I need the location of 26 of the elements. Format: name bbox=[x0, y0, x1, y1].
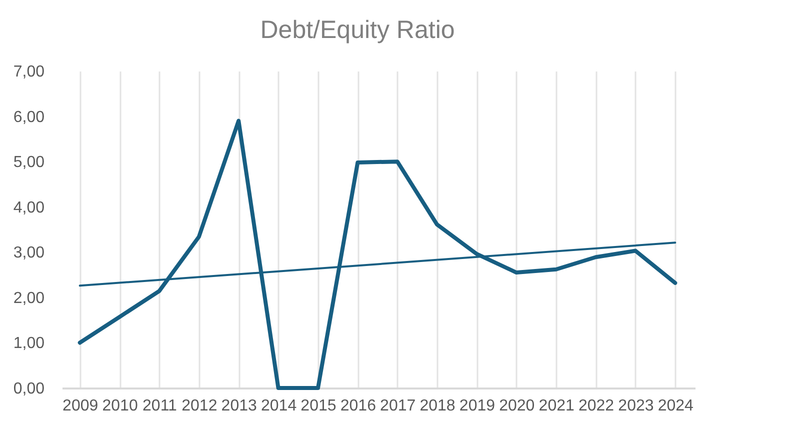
x-tick-label: 2013 bbox=[221, 398, 258, 414]
x-tick-label: 2024 bbox=[658, 398, 694, 414]
x-tick-label: 2014 bbox=[260, 398, 297, 414]
x-tick-label: 2019 bbox=[459, 398, 496, 414]
chart-title: Debt/Equity Ratio bbox=[260, 16, 455, 44]
x-tick-label: 2023 bbox=[618, 398, 654, 414]
y-tick-label: 6,00 bbox=[13, 108, 45, 126]
x-tick-label: 2011 bbox=[142, 398, 178, 414]
x-tick-label: 2012 bbox=[182, 398, 218, 414]
y-tick-label: 4,00 bbox=[13, 199, 45, 216]
y-tick-label: 0,00 bbox=[13, 380, 45, 398]
x-tick-label: 2022 bbox=[578, 398, 614, 414]
line-series bbox=[78, 118, 678, 390]
y-tick-label: 1,00 bbox=[13, 335, 45, 352]
x-tick-label: 2020 bbox=[499, 398, 535, 414]
x-tick-label: 2016 bbox=[340, 398, 376, 414]
x-tick-label: 2017 bbox=[380, 398, 416, 414]
x-tick-label: 2009 bbox=[62, 398, 98, 414]
y-tick-label: 5,00 bbox=[13, 154, 45, 172]
x-tick-label: 2018 bbox=[420, 398, 456, 414]
x-tick-label: 2015 bbox=[300, 398, 336, 414]
y-tick-label: 2,00 bbox=[13, 290, 45, 307]
x-tick-label: 2010 bbox=[102, 398, 138, 414]
y-tick-label: 7,00 bbox=[13, 64, 45, 80]
y-tick-label: 3,00 bbox=[13, 244, 45, 262]
x-tick-label: 2021 bbox=[538, 398, 574, 414]
